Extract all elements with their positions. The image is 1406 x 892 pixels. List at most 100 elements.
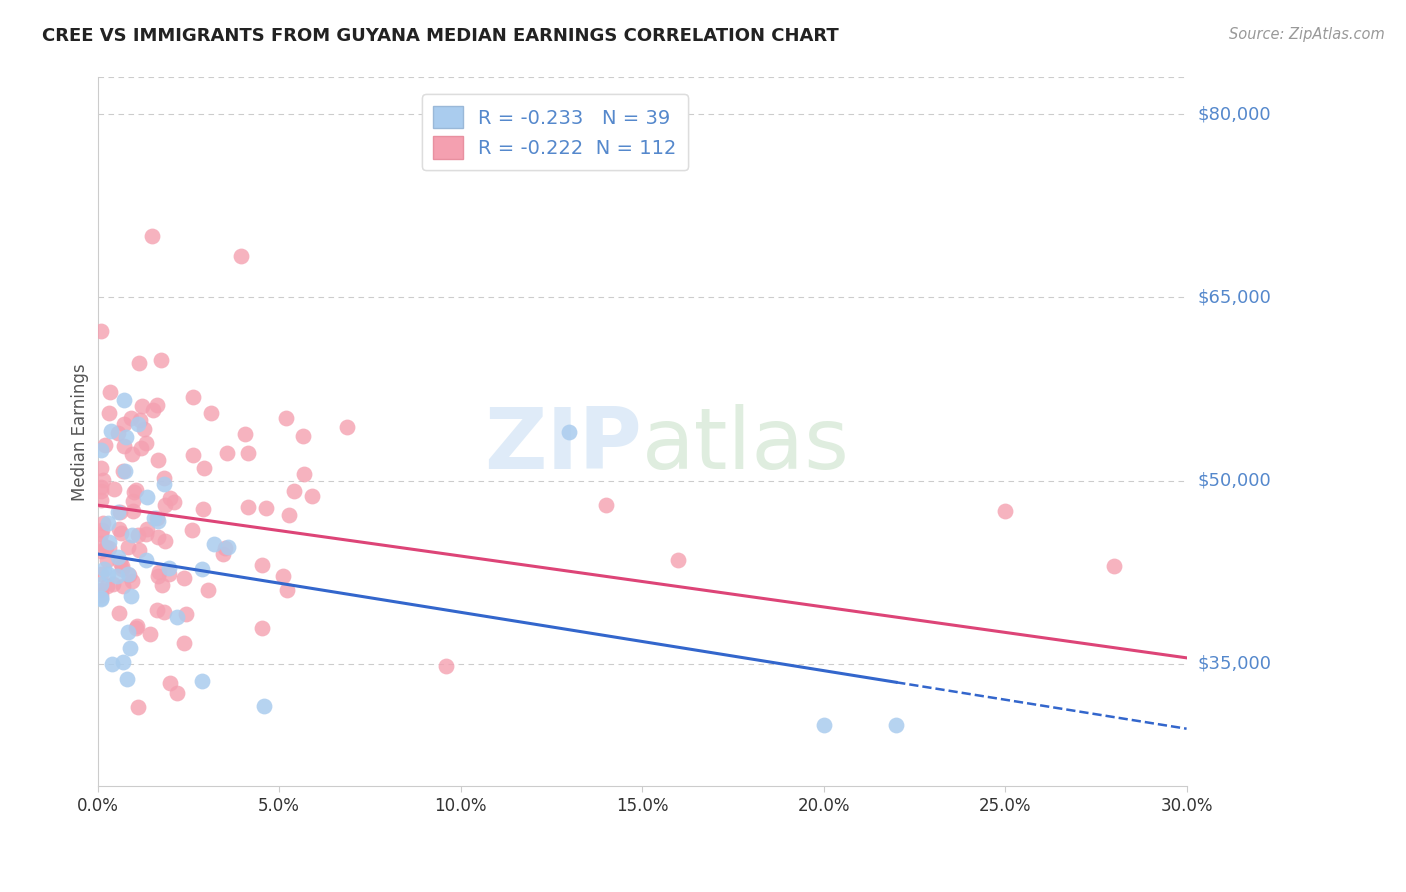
- Point: [250, 621, 273, 635]
- Point: [1102, 559, 1125, 574]
- Point: [107, 505, 129, 519]
- Point: [90, 443, 112, 458]
- Point: [173, 571, 195, 585]
- Point: [115, 673, 138, 687]
- Point: [98, 535, 121, 549]
- Point: [100, 424, 122, 438]
- Point: [120, 410, 142, 425]
- Point: [91, 523, 114, 537]
- Point: [148, 565, 170, 579]
- Point: [91, 516, 114, 530]
- Point: [181, 448, 204, 462]
- Point: [233, 426, 256, 441]
- Point: [278, 508, 301, 522]
- Point: [159, 676, 181, 690]
- Point: [111, 562, 134, 576]
- Point: [129, 413, 152, 427]
- Point: [145, 511, 167, 525]
- Point: [181, 523, 204, 537]
- Point: [111, 579, 134, 593]
- Point: [884, 718, 907, 732]
- Point: [111, 655, 134, 669]
- Text: ZIP: ZIP: [484, 404, 643, 487]
- Point: [96, 566, 118, 581]
- Text: $35,000: $35,000: [1198, 655, 1271, 673]
- Point: [107, 569, 129, 583]
- Point: [115, 430, 138, 444]
- Point: [211, 547, 233, 561]
- Point: [127, 700, 149, 714]
- Point: [141, 229, 163, 244]
- Point: [135, 436, 157, 450]
- Point: [111, 558, 134, 573]
- Point: [271, 569, 294, 583]
- Point: [121, 574, 143, 588]
- Point: [90, 493, 112, 508]
- Point: [125, 483, 148, 497]
- Point: [128, 356, 150, 370]
- Point: [90, 591, 112, 606]
- Point: [152, 605, 174, 619]
- Point: [191, 502, 214, 516]
- Point: [283, 484, 305, 499]
- Point: [112, 417, 135, 431]
- Point: [90, 536, 112, 550]
- Point: [434, 658, 457, 673]
- Point: [252, 558, 274, 573]
- Point: [135, 527, 157, 541]
- Point: [157, 567, 180, 582]
- Point: [292, 467, 315, 481]
- Text: CREE VS IMMIGRANTS FROM GUYANA MEDIAN EARNINGS CORRELATION CHART: CREE VS IMMIGRANTS FROM GUYANA MEDIAN EA…: [42, 27, 839, 45]
- Point: [120, 590, 142, 604]
- Point: [132, 421, 155, 435]
- Point: [136, 522, 159, 536]
- Point: [238, 500, 260, 514]
- Point: [125, 619, 148, 633]
- Point: [90, 589, 112, 603]
- Point: [107, 549, 129, 564]
- Point: [149, 353, 172, 368]
- Point: [91, 473, 114, 487]
- Point: [146, 569, 169, 583]
- Point: [157, 561, 180, 575]
- Point: [90, 460, 112, 475]
- Point: [90, 483, 112, 498]
- Point: [292, 429, 315, 443]
- Point: [236, 445, 259, 459]
- Point: [173, 636, 195, 650]
- Point: [191, 562, 214, 576]
- Point: [108, 555, 131, 569]
- Point: [97, 541, 120, 556]
- Point: [193, 461, 215, 475]
- Point: [117, 540, 139, 554]
- Point: [166, 610, 188, 624]
- Point: [107, 606, 129, 620]
- Point: [666, 553, 689, 567]
- Point: [336, 420, 359, 434]
- Point: [118, 568, 141, 582]
- Point: [128, 543, 150, 558]
- Point: [90, 527, 112, 541]
- Point: [98, 385, 121, 400]
- Point: [117, 566, 139, 581]
- Point: [200, 406, 222, 420]
- Point: [142, 402, 165, 417]
- Point: [153, 498, 176, 512]
- Point: [121, 504, 143, 518]
- Point: [229, 249, 252, 263]
- Point: [127, 417, 149, 431]
- Point: [146, 398, 169, 412]
- Point: [90, 544, 112, 558]
- Point: [254, 500, 277, 515]
- Point: [142, 511, 165, 525]
- Point: [217, 446, 239, 460]
- Point: [111, 464, 134, 478]
- Point: [197, 582, 219, 597]
- Point: [101, 657, 124, 672]
- Point: [94, 540, 117, 554]
- Point: [136, 490, 159, 504]
- Point: [174, 607, 197, 621]
- Text: $50,000: $50,000: [1198, 472, 1271, 490]
- Point: [813, 718, 835, 732]
- Point: [101, 577, 124, 591]
